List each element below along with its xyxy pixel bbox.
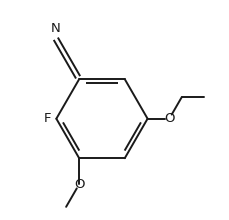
Text: N: N xyxy=(50,22,60,35)
Text: O: O xyxy=(163,112,174,125)
Text: F: F xyxy=(43,112,51,125)
Text: O: O xyxy=(74,178,84,191)
